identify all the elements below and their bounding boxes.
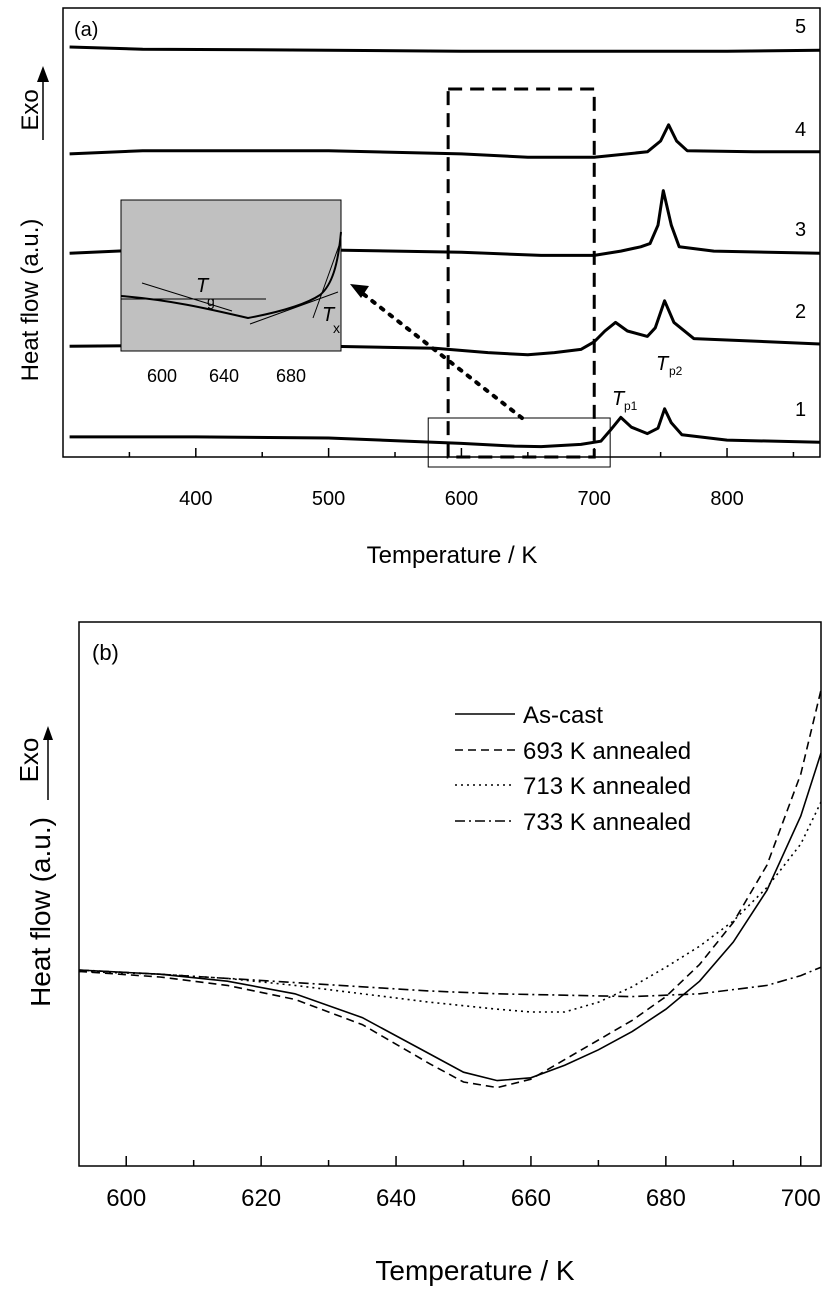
inset-label-tg-main: T (196, 275, 210, 297)
x-tick-label-b: 680 (646, 1185, 686, 1212)
legend-item-713k: 713 K annealed (455, 773, 691, 800)
panel-label-a: (a) (74, 19, 98, 41)
inset-tick-label-600: 600 (147, 366, 177, 386)
inset-background (120, 199, 342, 352)
inset-tick-label-680: 680 (276, 366, 306, 386)
legend-label-as-cast: As-cast (523, 702, 603, 729)
x-axis-tick-labels-b: 600 620 640 660 680 700 (106, 1185, 821, 1212)
inset-label-tx-main: T (322, 304, 336, 326)
dsc-curve-b-3 (79, 966, 821, 998)
x-axis-title-a: Temperature / K (367, 542, 538, 569)
inset-label-tg-sub: g (207, 293, 215, 309)
y-axis-title-a: Heat flow (a.u.) (17, 219, 44, 382)
dsc-curve-3 (69, 189, 821, 257)
x-tick-label-a: 600 (445, 488, 478, 510)
x-tick-label-b: 640 (376, 1185, 416, 1212)
exo-arrow-b (43, 726, 53, 800)
legend-b: As-cast 693 K annealed 713 K annealed 73… (455, 702, 691, 836)
inset-curve (120, 231, 342, 325)
peak-label-tp2-main: T (656, 353, 670, 375)
curve-number-2: 2 (795, 301, 806, 323)
peak-label-tp1-main: T (612, 388, 626, 410)
dsc-curve-2 (69, 299, 821, 357)
peak-label-tp1-sub: p1 (624, 399, 638, 413)
dsc-curve-b-1 (79, 689, 821, 1089)
x-tick-label-b: 620 (241, 1185, 281, 1212)
x-tick-label-b: 660 (511, 1185, 551, 1212)
peak-label-tp2: T p2 (656, 353, 683, 378)
dsc-curve-b-0 (79, 752, 821, 1082)
inset-label-tx-sub: x (333, 320, 340, 336)
exo-label-b: Exo (14, 738, 44, 783)
zoom-dotted-arrow (350, 284, 524, 420)
chart-b: (b) 600 620 640 660 680 700 Temperature / K H… (14, 621, 822, 1286)
x-tick-label-a: 500 (312, 488, 345, 510)
curve-number-5: 5 (795, 16, 806, 38)
legend-item-693k: 693 K annealed (455, 738, 691, 765)
curve-number-4: 4 (795, 119, 806, 141)
x-tick-label-b: 700 (781, 1185, 821, 1212)
legend-item-as-cast: As-cast (455, 702, 603, 729)
dsc-curves-b (79, 689, 821, 1089)
x-axis-title-b: Temperature / K (375, 1255, 575, 1286)
dsc-curve-1 (69, 407, 821, 449)
peak-label-tp1: T p1 (612, 388, 638, 413)
curve-number-1: 1 (795, 399, 806, 421)
x-tick-label-a: 400 (179, 488, 212, 510)
plot-frame-b (78, 621, 822, 1167)
legend-label-733k: 733 K annealed (523, 809, 691, 836)
dsc-curve-b-2 (79, 801, 821, 1013)
x-tick-label-a: 700 (578, 488, 611, 510)
chart-a: (a) 400 500 600 700 800 Temperature / K Heat… (17, 7, 821, 569)
x-tick-label-a: 800 (710, 488, 743, 510)
inset-a: T g T x 600 640 680 (120, 199, 342, 386)
y-axis-title-b: Heat flow (a.u.) (25, 817, 56, 1007)
legend-item-733k: 733 K annealed (455, 809, 691, 836)
x-tick-label-b: 600 (106, 1185, 146, 1212)
legend-label-713k: 713 K annealed (523, 773, 691, 800)
curve-numbers-a: 5 4 3 2 1 (795, 16, 806, 421)
dashed-region-box (446, 87, 596, 459)
panel-label-b: (b) (92, 640, 119, 665)
inset-tick-label-640: 640 (209, 366, 239, 386)
dsc-curve-4 (69, 123, 820, 159)
plot-frame-a (62, 7, 821, 458)
dsc-curve-5 (69, 45, 821, 53)
peak-label-tp2-sub: p2 (669, 364, 683, 378)
exo-arrow-a (37, 66, 49, 140)
x-axis-tick-labels-a: 400 500 600 700 800 (179, 488, 744, 510)
curve-number-3: 3 (795, 219, 806, 241)
exo-label-a: Exo (17, 89, 44, 130)
legend-label-693k: 693 K annealed (523, 738, 691, 765)
x-axis-ticks-b (125, 1156, 802, 1166)
